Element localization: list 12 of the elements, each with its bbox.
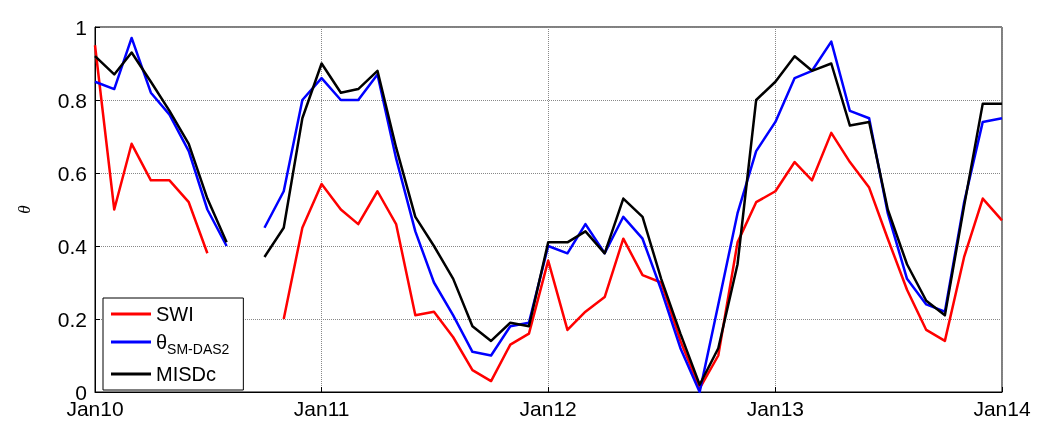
y-tick-label: 0.8 <box>57 88 87 112</box>
legend-label: MISDc <box>156 363 216 385</box>
legend-label: SWI <box>156 303 194 325</box>
x-tick-label: Jan14 <box>973 397 1031 420</box>
y-tick-label: 1 <box>75 15 87 39</box>
y-tick-label: 0.4 <box>57 234 88 258</box>
x-tick-label: Jan12 <box>519 397 577 420</box>
y-tick-label: 0.2 <box>57 307 87 331</box>
y-tick-label: 0.6 <box>57 161 87 185</box>
x-tick-label: Jan11 <box>293 397 350 420</box>
y-axis-title: θ <box>15 205 34 214</box>
x-tick-label: Jan13 <box>746 397 805 420</box>
